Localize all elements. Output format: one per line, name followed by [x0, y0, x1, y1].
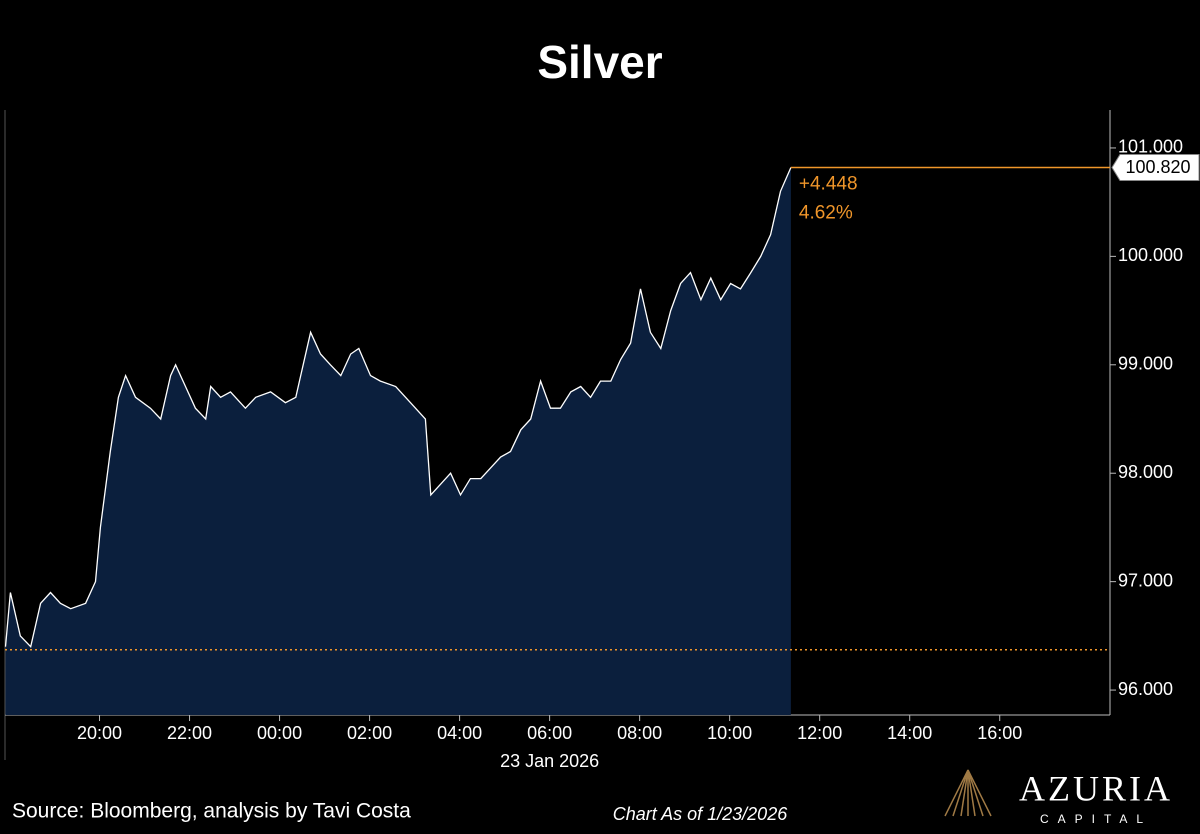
chart-note: Chart As of 1/23/2026 — [613, 804, 788, 824]
last-price-label: 100.820 — [1125, 157, 1190, 177]
logo-tagline: CAPITAL — [1040, 812, 1152, 826]
x-tick-label: 08:00 — [617, 723, 662, 743]
x-tick-label: 16:00 — [977, 723, 1022, 743]
source: Source: Bloomberg, analysis by Tavi Cost… — [12, 800, 411, 823]
y-tick-label: 101.000 — [1118, 137, 1183, 157]
change-label: +4.448 — [799, 173, 858, 194]
x-sublabel: 23 Jan 2026 — [500, 751, 599, 771]
y-tick-label: 100.000 — [1118, 245, 1183, 265]
change-pct-label: 4.62% — [799, 202, 853, 223]
last-price-box — [1111, 153, 1200, 181]
x-tick-label: 14:00 — [887, 723, 932, 743]
y-tick-label: 97.000 — [1118, 570, 1173, 590]
area — [5, 167, 791, 715]
logo-name: AZURIA — [1019, 768, 1173, 808]
x-tick-label: 12:00 — [797, 723, 842, 743]
y-tick-label: 96.000 — [1118, 679, 1173, 699]
chart-title: Silver — [537, 36, 662, 88]
logo-icon — [944, 769, 992, 817]
price-line — [4, 167, 792, 649]
x-tick-label: 20:00 — [77, 723, 122, 743]
x-tick-label: 04:00 — [437, 723, 482, 743]
x-tick-label: 22:00 — [167, 723, 212, 743]
y-tick-label: 98.000 — [1118, 462, 1173, 482]
x-tick-label: 00:00 — [257, 723, 302, 743]
y-tick-label: 99.000 — [1118, 354, 1173, 374]
x-tick-label: 10:00 — [707, 723, 752, 743]
x-tick-label: 02:00 — [347, 723, 392, 743]
x-tick-label: 06:00 — [527, 723, 572, 743]
